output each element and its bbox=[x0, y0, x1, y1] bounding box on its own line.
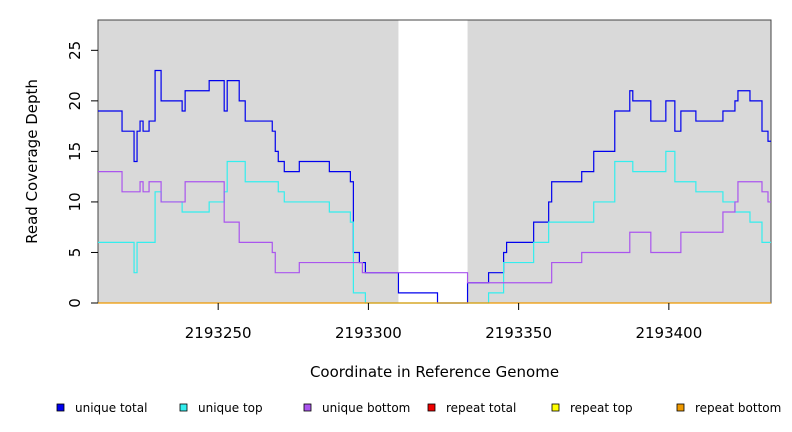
series-line-unique-bottom bbox=[98, 171, 771, 284]
series-layer bbox=[98, 69, 771, 304]
legend-item-repeat-bottom: repeat bottom bbox=[676, 401, 781, 415]
legend-swatch bbox=[179, 403, 188, 412]
shaded-region-layer bbox=[98, 20, 771, 303]
legend-label: repeat total bbox=[446, 401, 516, 415]
legend-item-repeat-top: repeat top bbox=[551, 401, 633, 415]
y-axis-label: Read Coverage Depth bbox=[23, 79, 41, 244]
legend-swatch bbox=[676, 403, 685, 412]
shaded-region-0 bbox=[98, 20, 399, 303]
legend-item-repeat-total: repeat total bbox=[427, 401, 516, 415]
legend-item-unique-total: unique total bbox=[56, 401, 147, 415]
y-tick-label: 25 bbox=[66, 41, 84, 60]
axis-layer: 2193250 2193300 2193350 2193400 0 5 10 15 20 25 bbox=[66, 41, 702, 342]
legend-swatch bbox=[551, 403, 560, 412]
legend-swatch bbox=[427, 403, 436, 412]
x-tick-label: 2193400 bbox=[635, 324, 702, 342]
legend-label: unique total bbox=[75, 401, 147, 415]
legend-label: unique top bbox=[198, 401, 263, 415]
y-tick-label: 15 bbox=[66, 142, 84, 161]
legend-swatch bbox=[56, 403, 65, 412]
x-tick-label: 2193250 bbox=[185, 324, 252, 342]
legend-label: repeat bottom bbox=[695, 401, 781, 415]
legend-item-unique-top: unique top bbox=[179, 401, 263, 415]
legend-swatch bbox=[303, 403, 312, 412]
x-tick-label: 2193350 bbox=[485, 324, 552, 342]
legend-label: repeat top bbox=[570, 401, 633, 415]
y-tick-label: 10 bbox=[66, 192, 84, 211]
legend: unique total unique top unique bottom repea… bbox=[56, 401, 781, 415]
y-tick-label: 5 bbox=[66, 248, 84, 258]
legend-item-unique-bottom: unique bottom bbox=[303, 401, 410, 415]
y-tick-label: 0 bbox=[66, 298, 84, 308]
y-tick-label: 20 bbox=[66, 91, 84, 110]
x-axis-label: Coordinate in Reference Genome bbox=[310, 363, 559, 381]
x-tick-label: 2193300 bbox=[335, 324, 402, 342]
legend-label: unique bottom bbox=[322, 401, 410, 415]
